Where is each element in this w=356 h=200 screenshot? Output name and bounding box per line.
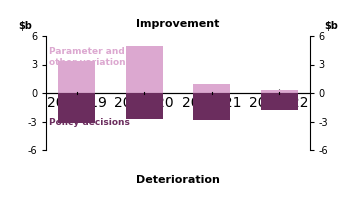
Text: Deterioration: Deterioration bbox=[136, 175, 220, 185]
Bar bbox=[261, 90, 298, 93]
Text: $b: $b bbox=[324, 21, 338, 31]
Bar bbox=[193, 84, 230, 93]
Bar bbox=[126, 46, 163, 93]
Bar bbox=[58, 61, 95, 93]
Bar bbox=[261, 93, 298, 110]
Bar bbox=[193, 93, 230, 120]
Text: Improvement: Improvement bbox=[136, 19, 220, 29]
Text: Policy decisions: Policy decisions bbox=[49, 118, 130, 127]
Bar bbox=[58, 93, 95, 123]
Text: Parameter and
other variations: Parameter and other variations bbox=[49, 47, 131, 67]
Text: $b: $b bbox=[18, 21, 32, 31]
Bar bbox=[126, 93, 163, 119]
